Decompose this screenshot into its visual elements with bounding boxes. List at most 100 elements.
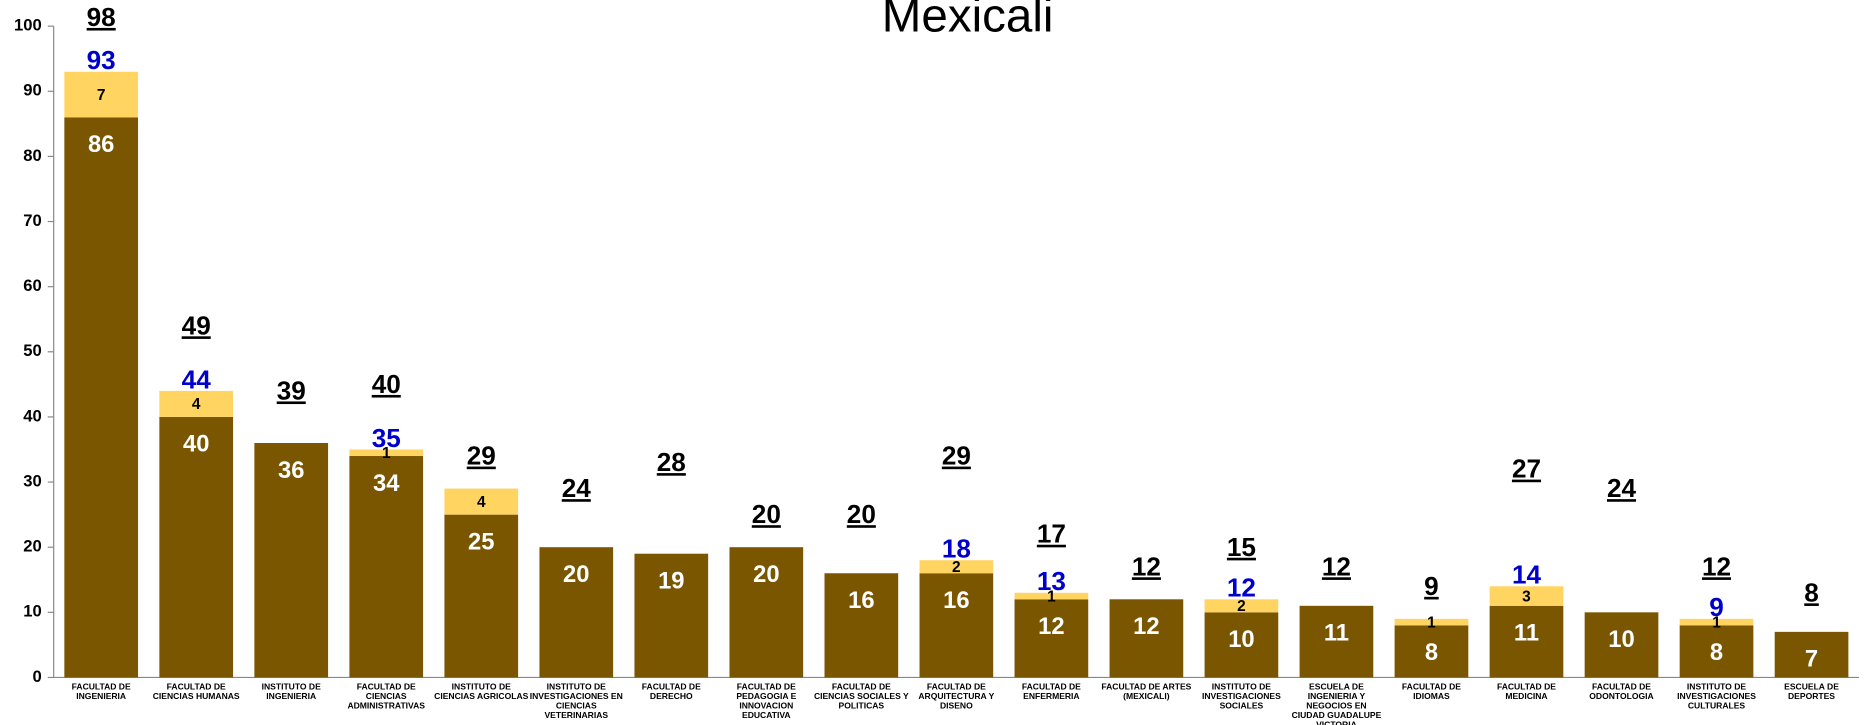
- bar-segment: [444, 514, 519, 678]
- x-tick-label: INSTITUTO DE CIENCIAS AGRICOLAS: [434, 682, 529, 702]
- bar-segment: [919, 560, 994, 574]
- y-tick-label: 100: [14, 16, 42, 35]
- value-label: 11: [1324, 620, 1349, 647]
- x-tick-label: FACULTAD DE CIENCIAS ADMINISTRATIVAS: [347, 682, 425, 711]
- top-label: 29: [942, 441, 971, 471]
- x-tick-label: INSTITUTO DE INVESTIGACIONES SOCIALES: [1201, 682, 1281, 711]
- value-label: 7: [97, 87, 106, 104]
- top-label: 49: [182, 310, 211, 340]
- x-tick-label: FACULTAD DE PEDAGOGIA E INNOVACION EDUCA…: [736, 682, 797, 721]
- bar-segment: [1394, 618, 1469, 626]
- top-label: 24: [1607, 473, 1637, 503]
- bar-segment: [1204, 599, 1279, 613]
- value-label: 34: [373, 470, 400, 497]
- value-label: 20: [563, 561, 589, 588]
- x-tick-label: FACULTAD DE ARQUITECTURA Y DISENO: [918, 682, 995, 711]
- value-label: 10: [1608, 626, 1634, 653]
- top-label: 20: [752, 499, 781, 529]
- top-label: 28: [657, 447, 686, 477]
- bar-segment: [1299, 605, 1374, 678]
- value-label: 1: [1427, 614, 1436, 631]
- value-label: 36: [278, 457, 304, 484]
- top-label: 12: [1702, 551, 1731, 581]
- value-label: 11: [1514, 620, 1539, 647]
- bar-segment: [349, 449, 424, 457]
- value-label: 4: [477, 494, 486, 511]
- bar-segment: [539, 547, 614, 678]
- x-label-box: INSTITUTO DE INVESTIGACIONES SOCIALES: [1201, 682, 1281, 711]
- chart-title: Mexicali: [882, 0, 1054, 43]
- y-tick-label: 60: [23, 276, 42, 295]
- top-label: 27: [1512, 454, 1541, 484]
- y-tick-label: 70: [23, 211, 42, 230]
- bar-segment: [1489, 586, 1564, 606]
- top-label: 12: [1322, 551, 1351, 581]
- y-tick-label: 40: [23, 406, 42, 425]
- value-label: 8: [1710, 639, 1723, 666]
- sum-label: 9: [1709, 592, 1724, 622]
- top-label: 39: [277, 375, 306, 405]
- x-tick-label: FACULTAD DE MEDICINA: [1496, 682, 1556, 702]
- y-tick-label: 50: [23, 341, 42, 360]
- bar-segment: [1394, 625, 1469, 678]
- x-label-box: FACULTAD DE DERECHO: [641, 682, 701, 702]
- bar-segment: [634, 553, 709, 678]
- top-label: 24: [562, 473, 592, 503]
- bar-segment: [1489, 605, 1564, 678]
- bar-segment: [159, 390, 234, 417]
- bar-segment: [1014, 592, 1089, 600]
- sum-label: 93: [87, 45, 116, 75]
- x-tick-label: FACULTAD DE ODONTOLOGIA: [1589, 682, 1654, 702]
- bar-segment: [254, 442, 329, 678]
- x-label-box: FACULTAD DE ARTES (MEXICALI): [1101, 682, 1191, 700]
- value-label: 12: [1038, 613, 1064, 640]
- x-label-box: FACULTAD DE PEDAGOGIA E INNOVACION EDUCA…: [736, 682, 797, 721]
- value-label: 40: [183, 431, 209, 458]
- value-label: 7: [1805, 646, 1818, 673]
- x-tick-label: FACULTAD DE DERECHO: [641, 682, 701, 702]
- x-label-box: FACULTAD DE INGENIERIA: [72, 682, 131, 700]
- value-label: 8: [1425, 639, 1438, 666]
- bar-segment: [444, 488, 519, 515]
- bar-segment: [824, 573, 899, 678]
- value-label: 12: [1133, 613, 1159, 640]
- y-tick-label: 0: [33, 667, 42, 686]
- sum-label: 44: [182, 364, 212, 394]
- top-label: 12: [1132, 551, 1161, 581]
- value-label: 25: [468, 528, 494, 555]
- sum-label: 35: [372, 423, 401, 453]
- x-label-box: FACULTAD DE CIENCIAS ADMINISTRATIVAS: [347, 682, 425, 711]
- bar-segment: [64, 117, 139, 678]
- x-label-box: ESCUELA DE DEPORTES: [1784, 682, 1839, 700]
- x-label-box: INSTITUTO DE INGENIERIA: [262, 682, 321, 700]
- x-label-box: FACULTAD DE ENFERMERIA: [1022, 682, 1081, 700]
- x-tick-label: INSTITUTO DE INVESTIGACIONES CULTURALES: [1677, 682, 1756, 711]
- x-tick-label: FACULTAD DE CIENCIAS HUMANAS: [152, 682, 240, 702]
- value-label: 1: [382, 445, 391, 462]
- bar-segment: [159, 416, 234, 678]
- value-label: 1: [1712, 614, 1721, 631]
- bar-segment: [729, 547, 804, 678]
- y-tick-label: 10: [23, 602, 42, 621]
- value-label: 19: [658, 568, 684, 595]
- top-label: 9: [1424, 571, 1439, 601]
- x-label-box: ESCUELA DE INGENIERIA Y NEGOCIOS EN CIUD…: [1292, 682, 1382, 725]
- bar-segment: [1584, 612, 1659, 678]
- value-label: 3: [1522, 588, 1531, 605]
- x-label-box: FACULTAD DE ARQUITECTURA Y DISENO: [918, 682, 995, 711]
- y-tick-label: 30: [23, 471, 42, 490]
- top-label: 15: [1227, 532, 1256, 562]
- x-label-box: INSTITUTO DE INVESTIGACIONES EN CIENCIAS…: [530, 682, 623, 719]
- bar-segment: [1109, 599, 1184, 678]
- value-label: 2: [952, 559, 961, 576]
- bar-segment: [919, 573, 994, 678]
- value-label: 2: [1237, 598, 1246, 615]
- bar-segment: [1014, 599, 1089, 678]
- y-tick-label: 90: [23, 81, 42, 100]
- x-label-box: INSTITUTO DE INVESTIGACIONES CULTURALES: [1677, 682, 1756, 711]
- sum-label: 12: [1227, 573, 1256, 603]
- x-label-box: FACULTAD DE CIENCIAS HUMANAS: [152, 682, 240, 702]
- top-label: 8: [1804, 577, 1819, 607]
- x-label-box: INSTITUTO DE CIENCIAS AGRICOLAS: [434, 682, 529, 702]
